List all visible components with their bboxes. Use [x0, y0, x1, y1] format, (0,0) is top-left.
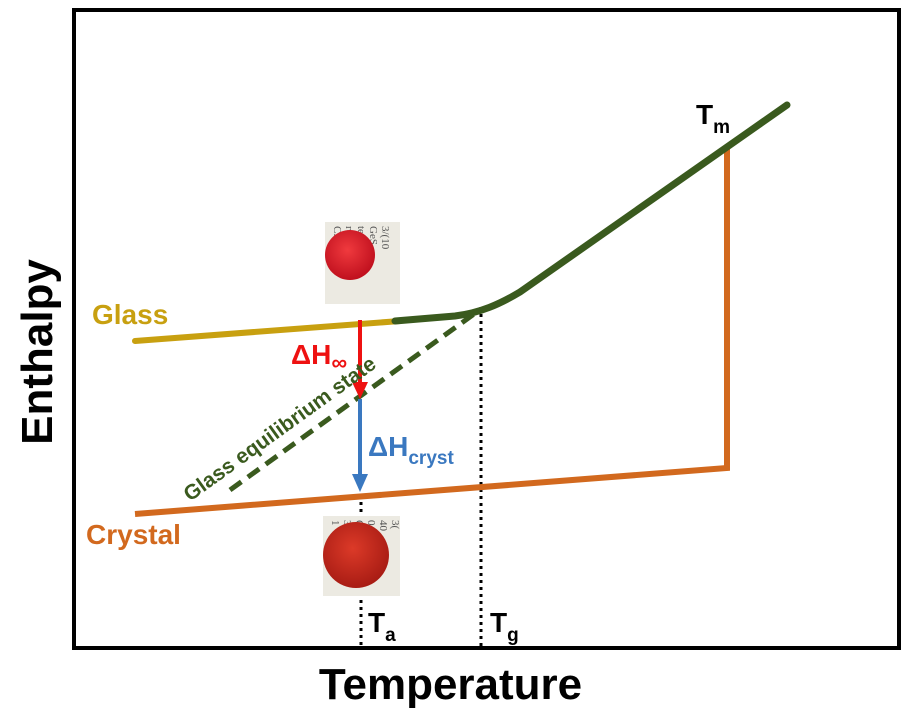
crystal-photo-text: 1 [329, 520, 341, 526]
glass-label: Glass [92, 299, 168, 330]
glass-photo-text: Cs [331, 226, 343, 238]
crystal-label: Crystal [86, 519, 181, 550]
crystallization-label: ΔHcryst [368, 431, 454, 469]
relaxation-arrow [352, 320, 368, 399]
ta-subscript: a [385, 625, 396, 646]
relaxation-label: ΔH∞ [291, 339, 347, 375]
plot-frame [72, 8, 901, 650]
tg-subscript: g [507, 625, 519, 646]
glass-equilibrium-line [228, 306, 483, 493]
glass-sample-disc [325, 230, 375, 280]
x-axis-title: Temperature [318, 660, 583, 709]
crystal-line [134, 148, 730, 517]
glass-equilibrium-label: Glass equilibrium state [179, 352, 380, 506]
crystal-photo-text: 0, [365, 520, 377, 529]
relaxation-subscript: ∞ [331, 350, 347, 375]
glass-line [132, 318, 403, 344]
tm-label: Tm [696, 99, 730, 138]
glass-sample-photo: 3/(10 GeS tei rum o Cs [325, 222, 400, 304]
ta-label: Ta [368, 607, 396, 646]
crystal-photo-text: 3( [389, 520, 401, 530]
crystallization-arrow [352, 399, 368, 492]
liquid-curve [391, 101, 791, 325]
crystallization-subscript: cryst [408, 448, 454, 469]
glass-photo-text: tei [355, 226, 367, 237]
y-axis-title: Enthalpy [13, 259, 62, 445]
crystal-photo-text: 40 [377, 520, 389, 532]
tg-label: Tg [490, 607, 519, 646]
tm-subscript: m [713, 117, 730, 138]
glass-photo-text: 3/(10 [379, 226, 391, 250]
crystal-sample-disc [323, 522, 389, 588]
crystal-sample-photo: 3( 40 0, C 3/(0 1 [323, 516, 401, 596]
